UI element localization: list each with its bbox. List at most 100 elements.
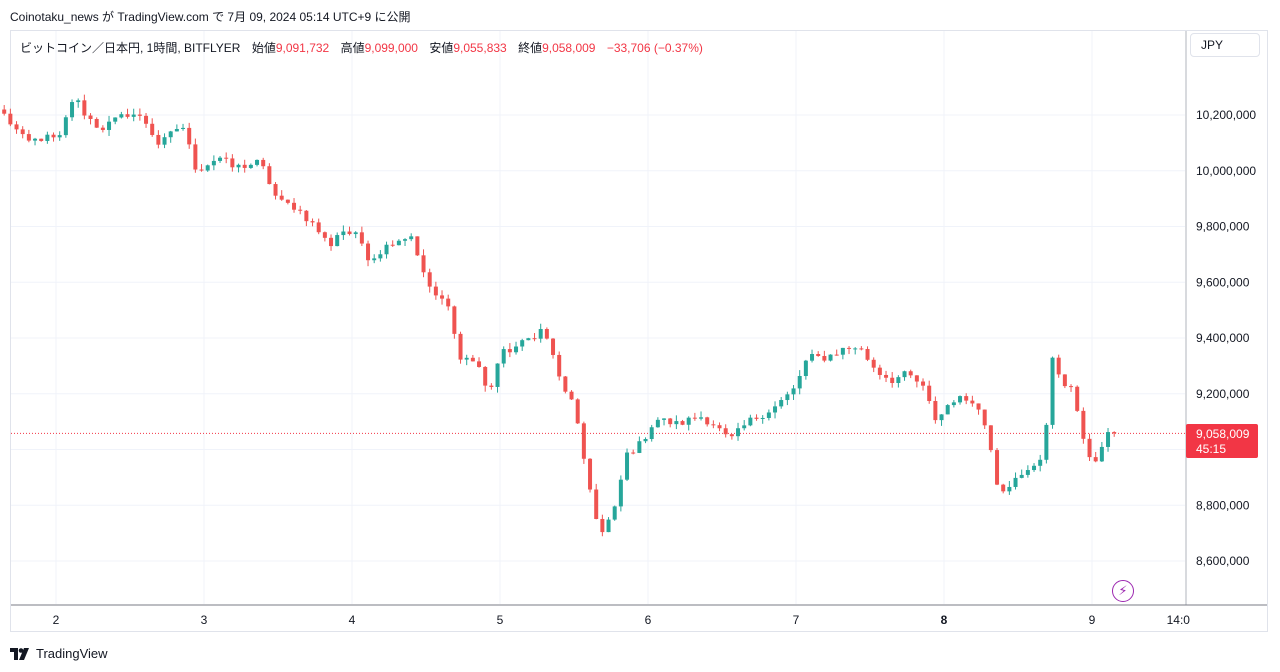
- candle: [255, 159, 260, 167]
- candle: [859, 346, 864, 351]
- candle: [1106, 427, 1111, 452]
- candle: [113, 117, 118, 125]
- candle: [347, 226, 352, 236]
- time-axis[interactable]: 2 3 4 5 6 7 8 9 14:0: [53, 613, 1191, 627]
- candle: [933, 396, 938, 424]
- candle: [125, 108, 130, 119]
- candle: [921, 378, 926, 391]
- candle: [1050, 356, 1055, 429]
- candle: [248, 163, 253, 169]
- candle: [643, 437, 648, 444]
- candle: [304, 210, 309, 227]
- high-value: 9,099,000: [364, 41, 418, 55]
- candle: [205, 164, 210, 172]
- candle: [187, 122, 192, 149]
- candle: [94, 117, 99, 128]
- candle: [711, 420, 716, 429]
- candle: [261, 157, 266, 170]
- footer-brand[interactable]: TradingView: [36, 646, 108, 662]
- candle: [33, 137, 38, 146]
- candle: [908, 369, 913, 379]
- candle: [409, 233, 414, 242]
- currency-button[interactable]: JPY: [1190, 33, 1260, 57]
- candle: [884, 370, 889, 383]
- candle: [736, 422, 741, 441]
- candle: [230, 154, 235, 172]
- candle: [1112, 431, 1117, 437]
- candle: [680, 419, 685, 426]
- candle: [477, 357, 482, 368]
- candle: [329, 234, 334, 251]
- candle: [958, 395, 963, 405]
- candle: [1007, 480, 1012, 495]
- candle: [612, 505, 617, 521]
- candle: [1099, 441, 1104, 462]
- candle: [914, 375, 919, 388]
- candle: [440, 290, 445, 305]
- candle: [242, 159, 247, 173]
- candle: [1062, 374, 1067, 389]
- candle: [267, 163, 272, 185]
- candle: [668, 417, 673, 428]
- footer: TradingView: [10, 645, 108, 665]
- candle: [464, 354, 469, 366]
- y-tick-label: 9,800,000: [1196, 220, 1250, 234]
- published-info: Coinotaku_news が TradingView.com で 7月 09…: [10, 10, 411, 24]
- close-value: 9,058,009: [542, 41, 596, 55]
- candle: [2, 105, 7, 116]
- candle: [705, 416, 710, 427]
- candle: [951, 400, 956, 408]
- candle: [976, 403, 981, 415]
- candle: [45, 131, 50, 144]
- x-tick-label: 3: [201, 613, 208, 627]
- candle: [390, 240, 395, 247]
- candle: [729, 434, 734, 440]
- candle: [520, 338, 525, 351]
- candle: [403, 238, 408, 246]
- high-label: 高値: [340, 41, 365, 55]
- candle: [156, 130, 161, 149]
- candle: [606, 517, 611, 533]
- chart-frame: [10, 30, 1268, 632]
- candle: [760, 415, 765, 424]
- candle: [162, 133, 167, 149]
- candle: [538, 323, 543, 343]
- candle: [964, 393, 969, 405]
- candle: [470, 354, 475, 362]
- y-tick-label: 9,400,000: [1196, 331, 1250, 345]
- price-axis[interactable]: 8,600,0008,800,0009,000,0009,200,0009,40…: [1196, 108, 1256, 568]
- candle: [803, 359, 808, 380]
- candle: [637, 436, 642, 454]
- candle: [1069, 384, 1074, 392]
- candle: [557, 351, 562, 381]
- candle: [372, 254, 377, 264]
- candle: [1032, 463, 1037, 472]
- candle: [353, 231, 358, 239]
- candle: [415, 236, 420, 256]
- candle: [427, 268, 432, 293]
- lightning-icon[interactable]: ⚡: [1112, 580, 1134, 602]
- candle: [384, 241, 389, 259]
- candle: [193, 138, 198, 173]
- candle: [168, 130, 173, 143]
- candle: [945, 404, 950, 415]
- symbol-title[interactable]: ビットコイン／日本円, 1時間, BITFLYER: [20, 41, 241, 55]
- candle: [150, 118, 155, 137]
- tradingview-logo-icon[interactable]: [10, 647, 32, 660]
- candle: [458, 331, 463, 364]
- candle: [421, 249, 426, 278]
- bar-countdown: 45:15: [1196, 442, 1227, 456]
- candle: [273, 182, 278, 200]
- candle: [822, 350, 827, 363]
- candle: [927, 380, 932, 404]
- candle: [797, 370, 802, 395]
- x-tick-label: 6: [645, 613, 652, 627]
- candle: [649, 424, 654, 442]
- candle: [8, 108, 13, 127]
- candle: [785, 391, 790, 406]
- candle: [902, 370, 907, 381]
- publication-header: Coinotaku_news が TradingView.com で 7月 09…: [0, 0, 1280, 30]
- candle: [594, 483, 599, 520]
- candle: [119, 111, 124, 119]
